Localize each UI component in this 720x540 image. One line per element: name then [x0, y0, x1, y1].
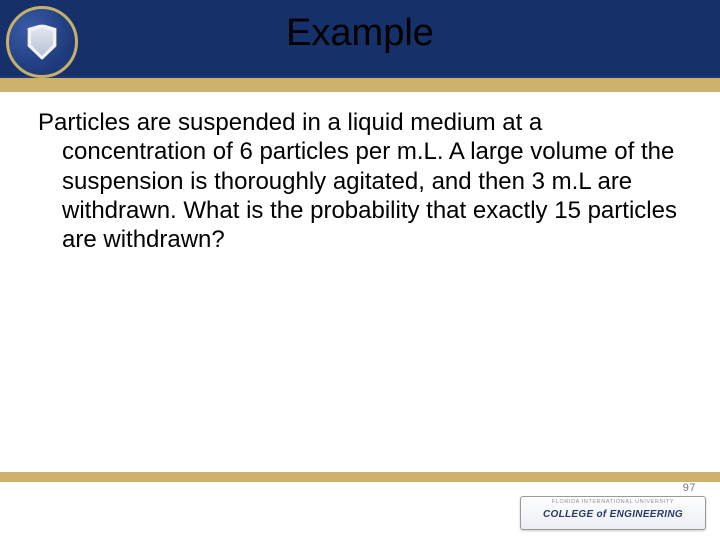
college-badge: FLORIDA INTERNATIONAL UNIVERSITY COLLEGE…	[520, 496, 706, 530]
gold-band-bottom	[0, 472, 720, 482]
body-paragraph: Particles are suspended in a liquid medi…	[38, 108, 682, 254]
page-number: 97	[683, 482, 696, 494]
slide: Example Particles are suspended in a liq…	[0, 0, 720, 540]
gold-band-top	[0, 78, 720, 92]
college-line: COLLEGE of ENGINEERING	[527, 509, 699, 521]
slide-title: Example	[0, 12, 720, 55]
institution-line: FLORIDA INTERNATIONAL UNIVERSITY	[527, 500, 699, 506]
slide-body: Particles are suspended in a liquid medi…	[38, 108, 682, 254]
footer: 97 FLORIDA INTERNATIONAL UNIVERSITY COLL…	[0, 482, 720, 540]
